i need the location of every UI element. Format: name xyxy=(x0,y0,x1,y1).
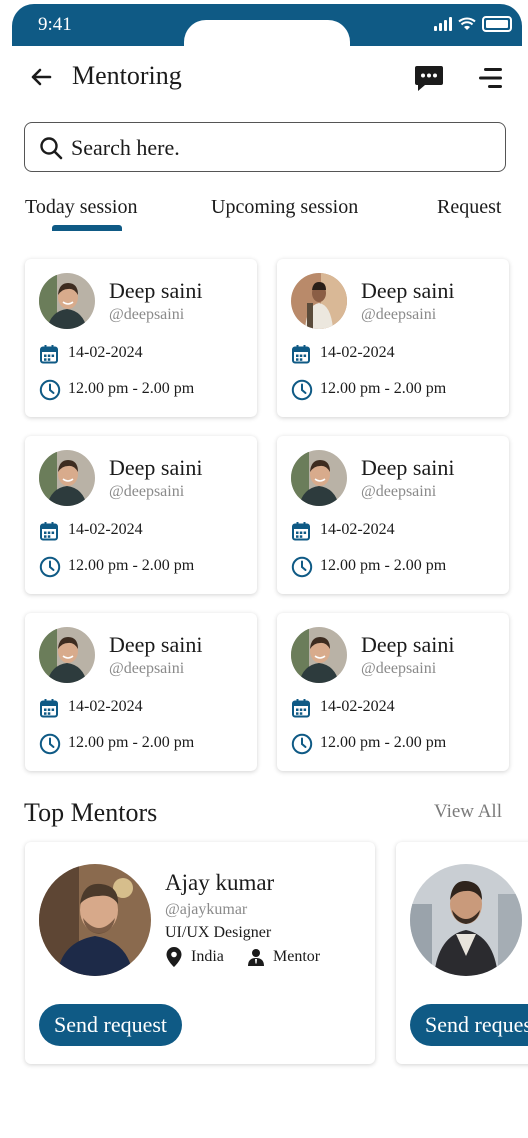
battery-icon xyxy=(482,16,512,32)
menu-icon[interactable] xyxy=(478,67,504,89)
session-time: 12.00 pm - 2.00 pm xyxy=(68,734,195,751)
page-title: Mentoring xyxy=(72,61,182,90)
session-handle: @deepsaini xyxy=(109,483,185,500)
session-date: 14-02-2024 xyxy=(68,698,143,715)
calendar-icon xyxy=(40,699,58,718)
arrow-left-icon[interactable] xyxy=(29,65,53,89)
avatar xyxy=(291,273,347,329)
avatar xyxy=(39,273,95,329)
session-card[interactable]: Deep saini @deepsaini 14-02-2024 12.00 pm -… xyxy=(25,436,257,594)
session-date: 14-02-2024 xyxy=(320,521,395,538)
session-time: 12.00 pm - 2.00 pm xyxy=(320,557,447,574)
notch xyxy=(184,20,350,52)
clock-icon xyxy=(291,379,313,401)
calendar-icon xyxy=(292,699,310,718)
calendar-icon xyxy=(40,522,58,541)
system-icons xyxy=(434,16,512,32)
clock-icon xyxy=(39,379,61,401)
send-request-button[interactable]: Send request xyxy=(410,1004,528,1046)
session-name: Deep saini xyxy=(361,455,455,480)
session-time: 12.00 pm - 2.00 pm xyxy=(320,380,447,397)
session-card[interactable]: Deep saini @deepsaini 14-02-2024 12.00 pm -… xyxy=(277,259,509,417)
session-handle: @deepsaini xyxy=(361,660,437,677)
avatar xyxy=(39,627,95,683)
session-date: 14-02-2024 xyxy=(320,698,395,715)
session-name: Deep saini xyxy=(109,632,203,657)
tab-today-session[interactable]: Today session xyxy=(25,196,138,218)
session-name: Deep saini xyxy=(109,455,203,480)
calendar-icon xyxy=(292,345,310,364)
avatar xyxy=(39,450,95,506)
mentor-role: UI/UX Designer xyxy=(165,924,272,941)
session-card[interactable]: Deep saini @deepsaini 14-02-2024 12.00 pm -… xyxy=(277,613,509,771)
signal-icon xyxy=(434,17,452,31)
session-name: Deep saini xyxy=(361,278,455,303)
session-handle: @deepsaini xyxy=(109,660,185,677)
session-name: Deep saini xyxy=(361,632,455,657)
avatar xyxy=(410,864,522,976)
session-handle: @deepsaini xyxy=(361,306,437,323)
session-date: 14-02-2024 xyxy=(320,344,395,361)
mentor-card[interactable]: Ajay kumar @ajaykumar UI/UX Designer Ind… xyxy=(25,842,375,1064)
mentor-card[interactable]: Send request xyxy=(396,842,528,1064)
mentor-type: Mentor xyxy=(273,948,321,965)
section-title-top-mentors: Top Mentors xyxy=(24,798,158,827)
calendar-icon xyxy=(292,522,310,541)
avatar xyxy=(39,864,151,976)
clock-icon xyxy=(39,733,61,755)
status-time: 9:41 xyxy=(38,14,72,35)
search-input[interactable] xyxy=(69,132,493,164)
mentor-location: India xyxy=(191,948,224,965)
clock-icon xyxy=(291,733,313,755)
location-pin-icon xyxy=(166,947,182,967)
chat-bubble-icon[interactable] xyxy=(414,64,444,92)
session-time: 12.00 pm - 2.00 pm xyxy=(68,557,195,574)
person-icon xyxy=(248,949,264,966)
session-time: 12.00 pm - 2.00 pm xyxy=(68,380,195,397)
session-card[interactable]: Deep saini @deepsaini 14-02-2024 12.00 pm -… xyxy=(25,613,257,771)
wifi-icon xyxy=(458,17,476,30)
session-date: 14-02-2024 xyxy=(68,521,143,538)
mentor-name: Ajay kumar xyxy=(165,870,275,895)
view-all-link[interactable]: View All xyxy=(434,801,502,822)
session-handle: @deepsaini xyxy=(109,306,185,323)
clock-icon xyxy=(39,556,61,578)
session-date: 14-02-2024 xyxy=(68,344,143,361)
session-card[interactable]: Deep saini @deepsaini 14-02-2024 12.00 pm -… xyxy=(25,259,257,417)
avatar xyxy=(291,450,347,506)
mentor-handle: @ajaykumar xyxy=(165,901,248,918)
tab-request[interactable]: Request xyxy=(437,196,502,218)
session-handle: @deepsaini xyxy=(361,483,437,500)
active-tab-indicator xyxy=(52,225,122,231)
search-icon xyxy=(40,137,63,160)
send-request-button[interactable]: Send request xyxy=(39,1004,183,1046)
search-bar xyxy=(24,122,506,172)
avatar xyxy=(291,627,347,683)
session-card[interactable]: Deep saini @deepsaini 14-02-2024 12.00 pm -… xyxy=(277,436,509,594)
clock-icon xyxy=(291,556,313,578)
session-time: 12.00 pm - 2.00 pm xyxy=(320,734,447,751)
tab-upcoming-session[interactable]: Upcoming session xyxy=(211,196,359,218)
app-header: Mentoring xyxy=(0,55,528,101)
session-name: Deep saini xyxy=(109,278,203,303)
calendar-icon xyxy=(40,345,58,364)
